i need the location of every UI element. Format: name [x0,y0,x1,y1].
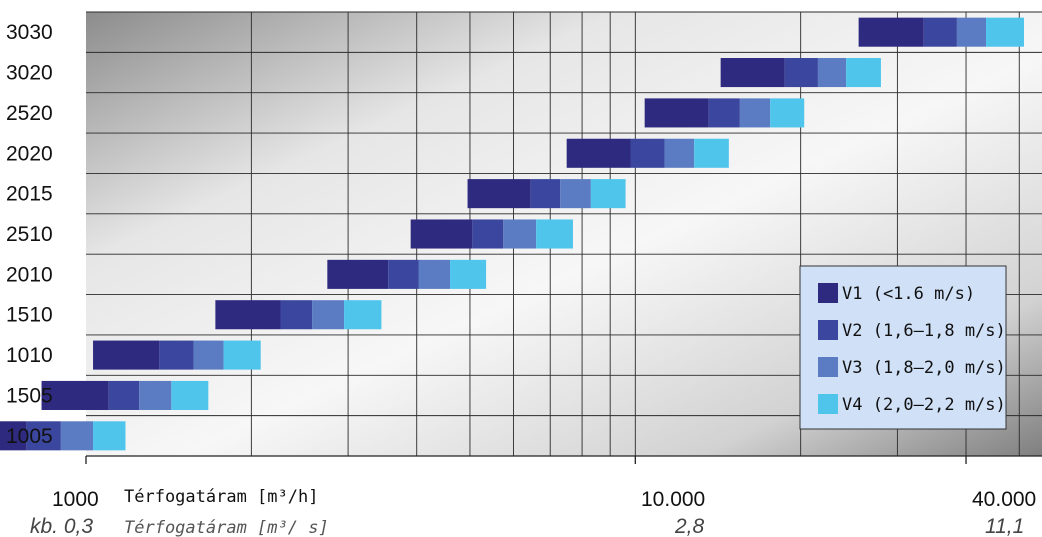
x-tick-label-40000: 40.000 [972,488,1036,511]
bar-2015-v4 [590,179,626,209]
bar-2510-v4 [536,219,573,249]
bar-2520-v3 [739,98,771,128]
category-label-1505: 1505 [6,384,53,407]
legend-swatch-v1 [818,283,838,303]
bar-1510-v4 [344,300,382,330]
x-axis-ticks [85,456,967,464]
category-label-1005: 1005 [6,425,53,448]
bar-2510-v2 [472,219,504,249]
bar-1005-v1 [0,421,27,451]
bar-1510-v3 [312,300,345,330]
bar-3030-v2 [923,17,957,47]
bar-1505-v4 [171,380,209,410]
x-tick-label-secondary-10000: 2,8 [674,515,705,537]
bar-2520-v2 [708,98,740,128]
bar-2010-v1 [327,259,389,289]
x-axis-title-secondary: Térfogatáram [m³/ s] [124,518,329,537]
bar-1505-v3 [139,380,172,410]
bar-2020-v3 [664,138,695,168]
bar-3020-v2 [784,58,818,88]
bar-3020-v1 [720,58,785,88]
category-label-2015: 2015 [6,183,53,206]
bar-1005-v4 [93,421,126,451]
bar-1010-v4 [223,340,261,370]
category-labels: 3030 3020 2520 2020 2015 2510 2010 1510 1010 1505… [6,21,53,448]
bar-3030-v3 [956,17,987,47]
bar-series [0,17,1024,451]
bar-1005-v2 [26,421,61,451]
bar-1510-v2 [280,300,313,330]
bar-1010-v3 [193,340,224,370]
bar-2510-v1 [410,219,473,249]
category-label-1510: 1510 [6,304,53,327]
bar-3020-v3 [817,58,847,88]
legend-swatch-v4 [818,394,838,414]
bar-2020-v2 [630,138,665,168]
bar-3030-v1 [858,17,924,47]
bar-2010-v4 [450,259,487,289]
bar-3030-v4 [986,17,1024,47]
x-tick-label-secondary-40000: 11,1 [985,515,1024,537]
bar-2520-v4 [770,98,805,128]
bar-2010-v3 [418,259,451,289]
bar-2520-v1 [644,98,709,128]
category-label-3020: 3020 [6,62,53,85]
legend-label-v1: V1 (<1.6 m/s) [842,284,975,304]
legend: V1 (<1.6 m/s) V2 (1,6–1,8 m/s) V3 (1,8–2,0… [799,265,1007,430]
legend-label-v2: V2 (1,6–1,8 m/s) [842,321,1006,341]
category-label-2520: 2520 [6,102,53,125]
legend-label-v3: V3 (1,8–2,0 m/s) [842,358,1006,378]
bar-2010-v2 [388,259,419,289]
bar-1010-v1 [93,340,160,370]
legend-swatch-v2 [818,320,838,340]
legend-label-v4: V4 (2,0–2,2 m/s) [842,395,1006,415]
category-label-2010: 2010 [6,263,53,286]
legend-swatch-v3 [818,357,838,377]
category-label-3030: 3030 [6,21,53,44]
bar-2020-v4 [694,138,729,168]
bar-1005-v3 [60,421,94,451]
x-tick-label-secondary-1000: kb. 0,3 [30,515,93,537]
category-label-2510: 2510 [6,223,53,246]
bar-2510-v3 [503,219,537,249]
bar-2015-v2 [530,179,561,209]
category-label-1010: 1010 [6,344,53,367]
x-tick-label-10000: 10.000 [641,488,705,511]
bar-1510-v1 [215,300,281,330]
bar-2020-v1 [566,138,631,168]
bar-3020-v4 [846,58,881,88]
x-tick-label-1000: 1000 [52,488,99,511]
category-label-2020: 2020 [6,142,53,165]
bar-2015-v1 [467,179,531,209]
bar-1505-v2 [108,380,140,410]
bar-1010-v2 [159,340,194,370]
x-axis-title: Térfogatáram [m³/h] [124,487,318,507]
bar-2015-v3 [560,179,591,209]
bar-1505-v1 [41,380,109,410]
